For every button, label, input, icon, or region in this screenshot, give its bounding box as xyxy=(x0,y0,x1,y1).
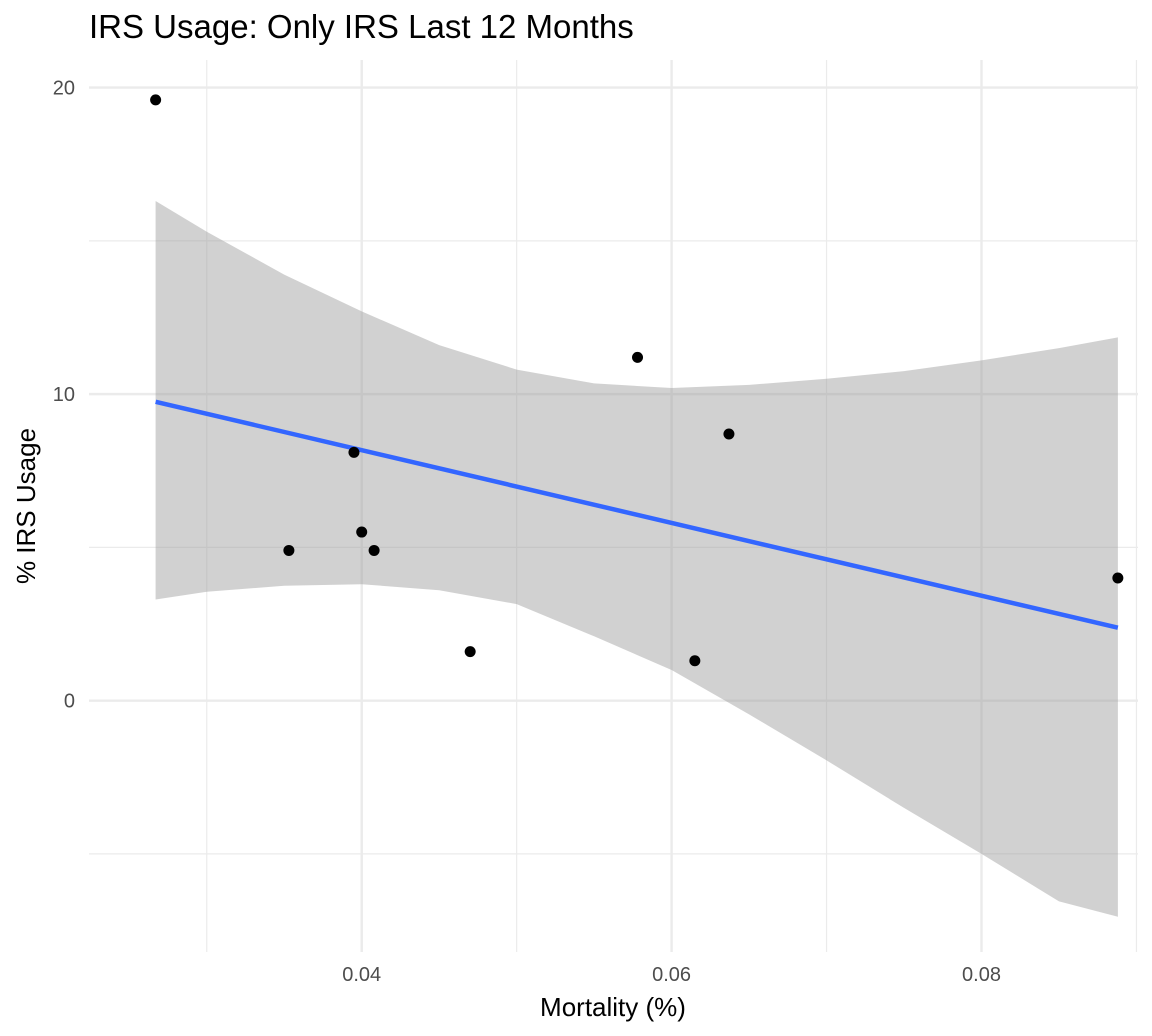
data-point xyxy=(723,428,735,440)
trend-line xyxy=(155,399,1119,630)
data-point xyxy=(348,446,360,458)
data-point xyxy=(689,655,701,667)
data-point xyxy=(632,351,644,363)
data-points xyxy=(150,94,1124,667)
data-point xyxy=(356,526,368,538)
x-tick-label: 0.04 xyxy=(342,964,381,986)
x-axis-title: Mortality (%) xyxy=(540,992,686,1022)
data-point xyxy=(1112,572,1124,584)
minor-gridlines xyxy=(89,60,1138,952)
data-point xyxy=(283,544,295,556)
y-tick-label: 20 xyxy=(53,78,75,100)
x-axis-tick-labels: 0.04 0.06 0.08 xyxy=(342,964,1001,986)
y-tick-label: 0 xyxy=(64,691,75,713)
y-axis-title: % IRS Usage xyxy=(11,428,41,584)
x-tick-label: 0.06 xyxy=(652,964,691,986)
chart-title: IRS Usage: Only IRS Last 12 Months xyxy=(89,8,634,45)
major-gridlines xyxy=(89,60,1138,952)
data-point xyxy=(368,544,380,556)
y-tick-label: 10 xyxy=(53,384,75,406)
confidence-band xyxy=(155,201,1118,917)
data-point xyxy=(464,646,476,658)
data-point xyxy=(150,94,162,106)
y-axis-tick-labels: 0 10 20 xyxy=(53,78,75,713)
x-tick-label: 0.08 xyxy=(962,964,1001,986)
